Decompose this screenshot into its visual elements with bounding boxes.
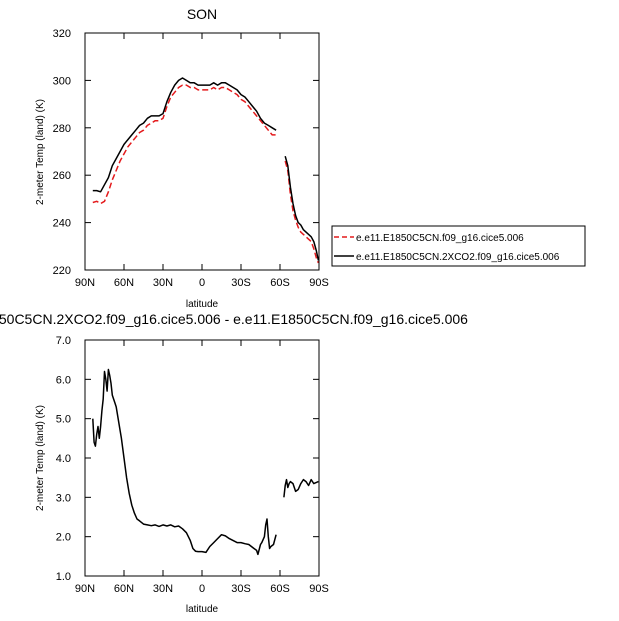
x-tick-label: 0 — [199, 277, 205, 289]
panel-bottom-xlabel: latitude — [186, 604, 219, 615]
series-line-0-segment-1 — [284, 160, 320, 264]
y-tick-label: 300 — [53, 75, 71, 87]
panel-top-xlabel: latitude — [186, 299, 219, 310]
x-tick-label: 90S — [309, 277, 329, 289]
x-tick-label: 0 — [199, 583, 205, 595]
x-tick-label: 90S — [309, 583, 329, 595]
series-line-0-segment-0 — [92, 368, 277, 556]
series-line-0-segment-0 — [92, 84, 277, 205]
x-tick-label: 60S — [270, 277, 290, 289]
panel-top-ylabel: 2-meter Temp (land) (K) — [35, 99, 46, 205]
y-tick-label: 280 — [53, 123, 71, 135]
x-tick-label: 90N — [75, 583, 95, 595]
x-tick-label: 60N — [114, 583, 134, 595]
panel-bottom-frame — [84, 339, 320, 577]
x-tick-label: 90N — [75, 277, 95, 289]
y-tick-label: 5.0 — [56, 414, 71, 426]
x-tick-label: 60N — [114, 277, 134, 289]
y-tick-label: 240 — [53, 218, 71, 230]
y-tick-label: 2.0 — [56, 532, 71, 544]
x-tick-label: 60S — [270, 583, 290, 595]
x-tick-label: 30N — [153, 583, 173, 595]
series-line-1-segment-0 — [92, 77, 277, 193]
legend-label-2xco2: e.e11.E1850C5CN.2XCO2.f09_g16.cice5.006 — [356, 252, 560, 263]
legend: e.e11.E1850C5CN.f09_g16.cice5.006 e.e11.… — [331, 225, 586, 267]
y-tick-label: 3.0 — [56, 492, 71, 504]
y-tick-label: 260 — [53, 170, 71, 182]
y-tick-label: 1.0 — [56, 571, 71, 583]
legend-box — [331, 225, 586, 267]
panel-bottom-title: e.e11.E1850C5CN.2XCO2.f09_g16.cice5.006 … — [0, 311, 468, 327]
y-tick-label: 4.0 — [56, 453, 71, 465]
series-line-0-segment-1 — [283, 478, 319, 498]
y-tick-label: 220 — [53, 265, 71, 277]
panel-top-title: SON — [187, 6, 217, 22]
panel-bottom-ylabel: 2-meter Temp (land) (K) — [35, 405, 46, 511]
y-tick-label: 320 — [53, 28, 71, 40]
series-line-1-segment-1 — [284, 156, 320, 261]
x-tick-label: 30S — [231, 277, 251, 289]
y-tick-label: 7.0 — [56, 335, 71, 347]
legend-label-control: e.e11.E1850C5CN.f09_g16.cice5.006 — [356, 233, 524, 244]
panel-top: SON 90N 60N 30N 0 30S 60S 90S 220 240 260 280 300 32… — [35, 6, 329, 310]
panel-bottom: e.e11.E1850C5CN.2XCO2.f09_g16.cice5.006 … — [0, 311, 468, 615]
x-tick-label: 30S — [231, 583, 251, 595]
x-tick-label: 30N — [153, 277, 173, 289]
y-tick-label: 6.0 — [56, 374, 71, 386]
